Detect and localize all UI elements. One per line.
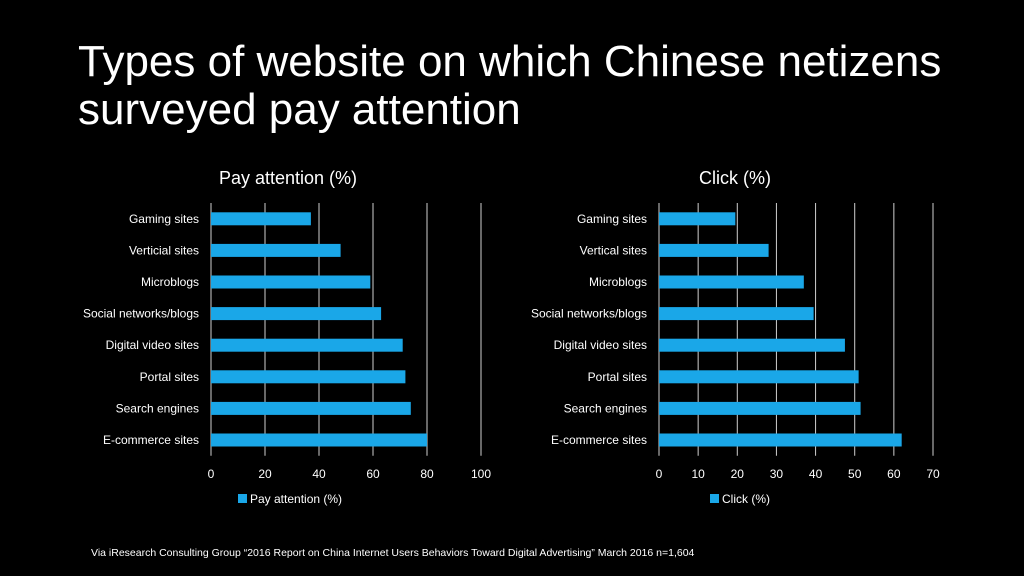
- tick-label: 40: [809, 467, 823, 481]
- bar: [659, 401, 861, 415]
- category-label: Social networks/blogs: [83, 307, 199, 321]
- tick-label: 40: [312, 467, 326, 481]
- page-title: Types of website on which Chinese netize…: [78, 37, 942, 134]
- category-label: Portal sites: [140, 370, 199, 384]
- bar: [659, 338, 845, 352]
- category-label: Gaming sites: [129, 212, 199, 226]
- bar: [211, 370, 406, 384]
- tick-label: 20: [258, 467, 272, 481]
- legend-swatch: [238, 494, 247, 503]
- bar: [659, 307, 814, 321]
- chart-click: Click (%) Gaming sites Vertical sites Micr…: [531, 168, 940, 506]
- tick-label: 0: [208, 467, 215, 481]
- category-label: Verticial sites: [129, 243, 199, 257]
- bar: [211, 433, 427, 447]
- chart-title-pay-attention: Pay attention (%): [219, 168, 357, 188]
- category-label: Microblogs: [589, 275, 647, 289]
- bar: [211, 275, 371, 289]
- bar: [659, 243, 769, 257]
- category-label: Digital video sites: [106, 338, 199, 352]
- legend-label: Click (%): [722, 492, 770, 506]
- tick-label: 50: [848, 467, 862, 481]
- chart-pay-attention: Pay attention (%) Gaming sites Verticial …: [83, 168, 491, 506]
- source-note: Via iResearch Consulting Group “2016 Rep…: [91, 547, 695, 559]
- legend-swatch: [710, 494, 719, 503]
- bar: [659, 370, 859, 384]
- category-label: Vertical sites: [580, 243, 647, 257]
- bar: [211, 212, 311, 226]
- category-label: Portal sites: [588, 370, 647, 384]
- category-label: Gaming sites: [577, 212, 647, 226]
- tick-label: 80: [420, 467, 434, 481]
- chart-title-click: Click (%): [699, 168, 771, 188]
- tick-label: 0: [656, 467, 663, 481]
- category-label: Search engines: [116, 401, 199, 415]
- tick-label: 30: [770, 467, 784, 481]
- category-label: E-commerce sites: [551, 433, 647, 447]
- tick-label: 10: [691, 467, 705, 481]
- tick-label: 20: [731, 467, 745, 481]
- legend-label: Pay attention (%): [250, 492, 342, 506]
- category-label: Social networks/blogs: [531, 307, 647, 321]
- tick-label: 70: [926, 467, 940, 481]
- category-label: E-commerce sites: [103, 433, 199, 447]
- category-label: Digital video sites: [554, 338, 647, 352]
- bar: [211, 243, 341, 257]
- category-label: Microblogs: [141, 275, 199, 289]
- bar: [659, 433, 902, 447]
- bar: [211, 401, 411, 415]
- tick-label: 60: [887, 467, 901, 481]
- tick-label: 60: [366, 467, 380, 481]
- bar: [659, 275, 804, 289]
- bar: [211, 307, 382, 321]
- tick-label: 100: [471, 467, 491, 481]
- category-label: Search engines: [564, 401, 647, 415]
- bar: [211, 338, 403, 352]
- bar: [659, 212, 736, 226]
